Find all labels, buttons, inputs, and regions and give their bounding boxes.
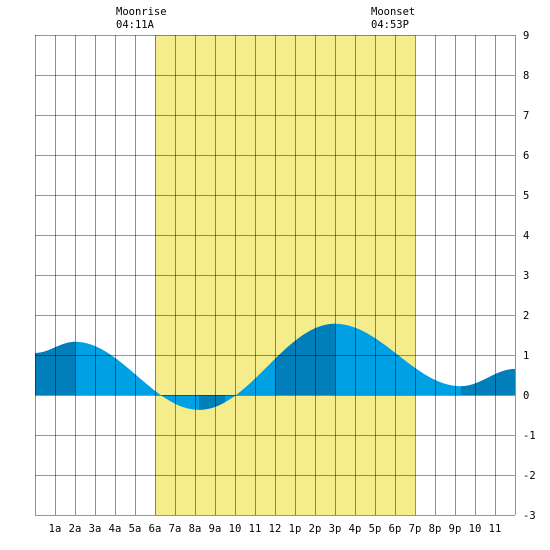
y-tick-label: -2 (523, 470, 536, 482)
x-tick-label: 11 (249, 523, 262, 535)
x-tick-label: 11 (489, 523, 502, 535)
x-tick-label: 1a (49, 523, 62, 535)
x-tick-label: 9a (209, 523, 222, 535)
y-tick-label: 4 (523, 230, 529, 242)
x-tick-label: 8p (429, 523, 442, 535)
x-tick-label: 2p (309, 523, 322, 535)
y-tick-label: 6 (523, 150, 529, 162)
x-tick-label: 10 (229, 523, 242, 535)
tide-area-dark (275, 323, 335, 395)
x-tick-label: 6a (149, 523, 162, 535)
y-tick-label: 7 (523, 110, 529, 122)
x-tick-label: 8a (189, 523, 202, 535)
tide-area-dark (199, 395, 225, 410)
x-tick-label: 1p (289, 523, 302, 535)
x-tick-label: 5p (369, 523, 382, 535)
x-tick-label: 4p (349, 523, 362, 535)
y-tick-label: 2 (523, 310, 529, 322)
y-tick-label: 8 (523, 70, 529, 82)
x-tick-label: 3a (89, 523, 102, 535)
y-tick-label: 0 (523, 390, 529, 402)
y-tick-label: -1 (523, 430, 536, 442)
y-tick-label: 3 (523, 270, 529, 282)
y-tick-label: 9 (523, 30, 529, 42)
x-tick-label: 4a (109, 523, 122, 535)
y-tick-label: -3 (523, 510, 536, 522)
x-tick-label: 10 (469, 523, 482, 535)
moonset-time: 04:53P (371, 19, 409, 31)
daylight-band (155, 35, 415, 515)
x-tick-label: 2a (69, 523, 82, 535)
y-tick-label: 1 (523, 350, 529, 362)
x-tick-label: 7p (409, 523, 422, 535)
x-tick-label: 12 (269, 523, 282, 535)
x-tick-label: 7a (169, 523, 182, 535)
x-tick-label: 3p (329, 523, 342, 535)
tide-area-dark (35, 341, 75, 395)
x-tick-label: 9p (449, 523, 462, 535)
tide-area-dark (461, 369, 515, 395)
moonrise-time: 04:11A (116, 19, 155, 31)
moonset-label: Moonset (371, 6, 415, 18)
x-tick-label: 6p (389, 523, 402, 535)
moonrise-label: Moonrise (116, 6, 167, 18)
y-tick-label: 5 (523, 190, 529, 202)
x-tick-label: 5a (129, 523, 142, 535)
